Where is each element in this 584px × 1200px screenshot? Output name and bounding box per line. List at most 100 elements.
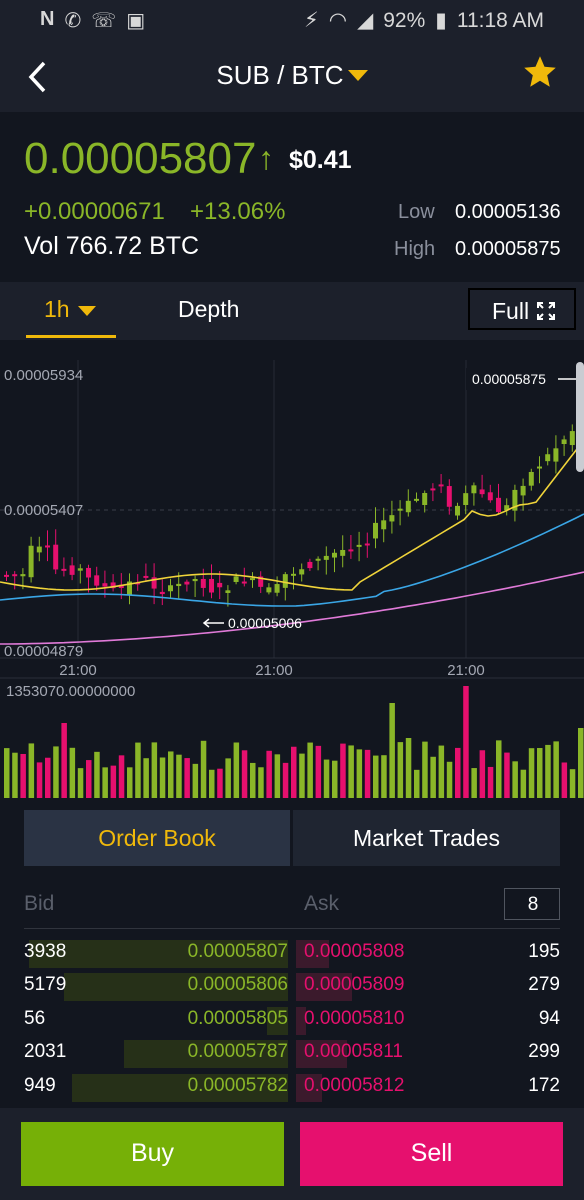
candle-body [520,485,526,496]
ask-quantity: 299 [528,1041,560,1063]
volume-bar [381,755,387,798]
candle-body [12,574,18,577]
candle-body [282,574,288,588]
volume-bar [135,742,141,798]
scrollbar[interactable] [576,362,584,472]
sell-button[interactable]: Sell [300,1122,563,1186]
back-button[interactable] [26,54,66,98]
volume-bar [553,741,559,798]
candle-body [487,492,493,501]
candle-body [528,471,534,486]
order-book-row[interactable]: 3938 0.00005807 0.00005808 195 [24,938,560,968]
candle-body [266,587,272,593]
volume-bar [520,769,527,798]
volume-bar [102,767,108,798]
tab-interval[interactable]: 1h [26,282,116,340]
tab-order-book-label: Order Book [98,825,216,851]
volume-bar [569,769,576,798]
bid-price: 0.00005807 [187,941,288,962]
candle-body [414,498,419,501]
high-value: 0.00005875 [455,238,561,260]
ask-depth-bar [296,1040,347,1069]
volume-bar [340,743,346,798]
order-book-row[interactable]: 56 0.00005805 0.00005810 94 [24,1005,560,1035]
candle-body [291,573,296,576]
bid-depth-bar [124,1040,288,1069]
price-change: +0.00000671 [24,198,165,225]
candle-body [20,574,26,577]
pair-selector[interactable]: SUB / BTC [0,60,584,91]
candle-body [496,497,501,512]
high-marker-bg [466,368,584,390]
bid-quantity: 2031 [24,1041,67,1063]
candle-body [200,578,206,588]
ask-header: Ask [304,892,340,915]
last-price: 0.00005807 [24,134,257,183]
notification-icons: N ✆ ☏ ▣ [40,8,145,33]
volume-bar [422,741,428,798]
candle-body [45,545,50,548]
favorite-button[interactable] [522,54,562,94]
order-book-row[interactable]: 5179 0.00005806 0.00005809 279 [24,971,560,1002]
buy-button[interactable]: Buy [21,1122,284,1186]
depth-selector[interactable]: 8 [504,888,560,920]
chart-tabs: 1h Depth Full [0,282,584,340]
candle-body [332,552,337,558]
candle-body [69,565,75,575]
depth-value: 8 [527,894,539,915]
price-chart[interactable]: 0.00005934 0.00005407 0.00004879 21:00 21:00… [0,360,584,800]
candle-body [192,578,198,582]
volume-bar [545,744,551,798]
volume-bar [250,762,256,798]
candle-body [348,549,354,552]
volume-bar [110,765,117,798]
ticker-summary: 0.00005807 ↑ $0.41 +0.00000671 +13.06% V… [0,112,584,280]
candle-body [225,590,231,593]
divider [24,928,560,929]
candle-body [455,505,460,516]
volume-bar [127,767,133,798]
volume-bar [77,768,84,798]
time-axis-label: 21:00 [447,662,485,679]
tab-market-trades[interactable]: Market Trades [293,810,560,866]
order-book-row[interactable]: 949 0.00005782 0.00005812 172 [24,1072,560,1102]
volume-bar [53,746,59,798]
volume-bar [143,758,149,798]
nav-bar: SUB / BTC [0,40,584,112]
bid-price: 0.00005782 [187,1074,288,1096]
volume-bar [266,750,272,798]
volume-bar [487,766,494,798]
tab-order-book[interactable]: Order Book [24,810,290,866]
volume-bar [561,762,568,798]
tab-market-trades-label: Market Trades [353,825,500,851]
ma-mid-line [0,513,584,607]
candle-body [151,577,157,589]
candle-body [430,488,436,491]
volume-bar [291,746,297,798]
volume-bar [496,740,502,798]
active-tab-underline [26,335,116,338]
volume-bar [528,748,535,798]
bid-price: 0.00005805 [187,1007,288,1029]
candle-body [299,569,305,575]
tab-depth[interactable]: Depth [178,296,240,322]
usd-price: $0.41 [289,146,352,174]
volume-bar [151,742,158,798]
price-change-percent: +13.06% [190,198,286,225]
volume-bar [430,756,436,798]
volume-bar [463,686,469,798]
low-marker-arrowhead [202,618,210,628]
fullscreen-button[interactable]: Full [468,288,576,330]
order-book-row[interactable]: 2031 0.00005787 0.00005811 299 [24,1038,560,1069]
volume-bar [512,761,518,798]
candle-body [36,546,42,553]
volume-bar [274,754,281,798]
price-axis-top: 0.00005934 [4,367,83,384]
candle-body [176,583,182,587]
volume-bar [282,762,289,798]
high-label: High [394,238,436,260]
order-book-tabs: Order Book Market Trades [24,810,560,866]
candlestick-chart[interactable]: 0.00005934 0.00005407 0.00004879 21:00 21:00… [0,360,584,800]
volume-bar [225,758,231,798]
volume-bar [364,749,371,798]
